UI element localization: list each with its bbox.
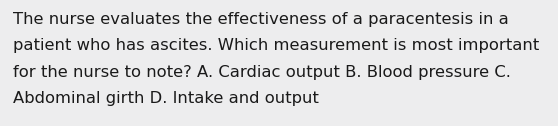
Text: for the nurse to note? A. Cardiac output B. Blood pressure C.: for the nurse to note? A. Cardiac output… — [13, 65, 511, 80]
Text: The nurse evaluates the effectiveness of a paracentesis in a: The nurse evaluates the effectiveness of… — [13, 12, 509, 27]
Text: patient who has ascites. Which measurement is most important: patient who has ascites. Which measureme… — [13, 39, 539, 54]
Text: Abdominal girth D. Intake and output: Abdominal girth D. Intake and output — [13, 91, 319, 106]
